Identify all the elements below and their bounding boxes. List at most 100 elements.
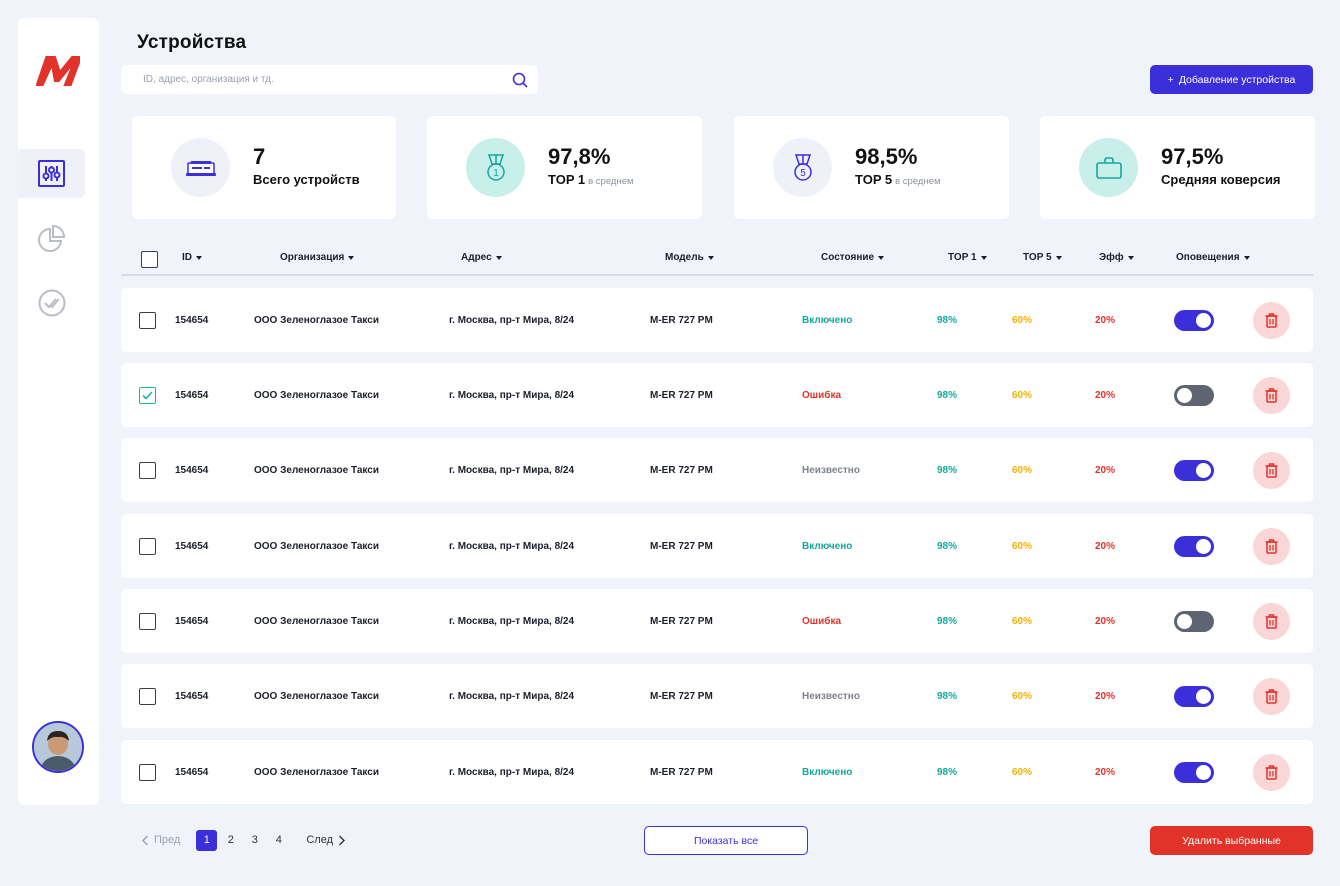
table-row: 154654 ООО Зеленоглазое Такси г. Москва,… [121,740,1313,804]
search-bar[interactable] [121,65,538,94]
delete-row-button[interactable] [1253,451,1290,489]
delete-row-button[interactable] [1253,677,1290,715]
medal-1-icon: 1 [486,153,505,181]
delete-selected-button[interactable]: Удалить выбранные [1150,826,1313,855]
cell-eff: 20% [1095,690,1116,702]
check-icon [142,390,153,400]
cell-model: M-ER 727 PM [650,464,713,476]
trash-icon [1265,764,1278,780]
table-row: 154654 ООО Зеленоглазое Такси г. Москва,… [121,438,1313,502]
cell-top5: 60% [1012,690,1033,702]
th-state[interactable]: Состояние [821,252,885,263]
delete-row-button[interactable] [1253,376,1290,414]
notify-toggle[interactable] [1174,309,1214,331]
select-all-checkbox[interactable] [141,251,158,268]
avatar[interactable] [32,721,84,773]
row-checkbox[interactable] [139,537,156,555]
cell-id: 154654 [175,314,209,326]
delete-row-button[interactable] [1253,602,1290,640]
row-checkbox[interactable] [139,687,156,705]
cell-top1: 98% [937,766,958,778]
add-device-button[interactable]: + Добавление устройства [1150,65,1313,94]
cell-top1: 98% [937,615,958,627]
th-model[interactable]: Модель [665,252,714,263]
sliders-icon [38,160,65,187]
show-all-button[interactable]: Показать все [644,826,808,855]
cell-address: г. Москва, пр-т Мира, 8/24 [449,540,575,552]
delete-row-button[interactable] [1253,753,1290,791]
next-page[interactable]: След [306,834,346,846]
logo-icon[interactable] [36,54,80,88]
stat-value: 97,5% [1161,144,1224,169]
row-checkbox-cell [139,664,156,728]
cell-eff: 20% [1095,314,1116,326]
caret-down-icon [348,255,355,260]
user-avatar-icon [34,723,82,771]
cell-id: 154654 [175,464,209,476]
svg-text:5: 5 [800,168,806,179]
th-id[interactable]: ID [182,252,202,263]
row-checkbox[interactable] [139,311,156,329]
toggle-knob [1196,764,1211,780]
cell-address: г. Москва, пр-т Мира, 8/24 [449,389,575,401]
cell-id: 154654 [175,615,209,627]
cell-org: ООО Зеленоглазое Такси [254,464,379,476]
stat-icon-wrap: 5 [773,138,832,197]
notify-toggle[interactable] [1174,535,1214,557]
cell-top1: 98% [937,314,958,326]
delete-row-button[interactable] [1253,301,1290,339]
page-number[interactable]: 2 [227,834,234,846]
th-eff[interactable]: Эфф [1099,252,1134,263]
notify-toggle-cell [1174,438,1214,502]
nav-checks[interactable] [18,278,85,327]
stat-icon-wrap: 1 [466,138,525,197]
th-top5[interactable]: TOP 5 [1023,252,1062,263]
page-number[interactable]: 4 [275,834,282,846]
notify-toggle-cell [1174,514,1214,578]
th-top1[interactable]: TOP 1 [948,252,987,263]
plus-icon: + [1167,73,1174,86]
cell-address: г. Москва, пр-т Мира, 8/24 [449,766,575,778]
th-org[interactable]: Организация [280,252,355,263]
row-checkbox-cell [139,514,156,578]
notify-toggle[interactable] [1174,384,1214,406]
stat-value: 97,8% [548,144,611,169]
stat-value: 7 [253,144,266,169]
trash-icon [1265,462,1278,478]
cell-model: M-ER 727 PM [650,766,713,778]
delete-row-button[interactable] [1253,527,1290,565]
add-device-label: Добавление устройства [1178,73,1296,86]
cell-eff: 20% [1095,389,1116,401]
trash-icon [1265,613,1278,629]
toggle-knob [1196,688,1211,704]
th-address[interactable]: Адрес [461,252,502,263]
cell-eff: 20% [1095,540,1116,552]
nav-devices[interactable] [18,149,85,198]
notify-toggle[interactable] [1174,459,1214,481]
svg-text:1: 1 [493,168,499,179]
trash-icon [1265,688,1278,704]
prev-page[interactable]: Пред [141,834,180,846]
page-number[interactable]: 1 [196,829,218,851]
trash-icon [1265,538,1278,554]
page-number[interactable]: 3 [251,834,258,846]
th-notify[interactable]: Оповещения [1176,252,1250,263]
search-icon[interactable] [512,72,528,88]
medal-5-icon: 5 [793,153,812,181]
cell-address: г. Москва, пр-т Мира, 8/24 [449,690,575,702]
row-checkbox[interactable] [139,763,156,781]
chevron-left-icon [142,835,148,845]
row-checkbox[interactable] [139,612,156,630]
cell-org: ООО Зеленоглазое Такси [254,314,379,326]
search-input[interactable] [143,74,512,85]
nav-analytics[interactable] [18,214,85,263]
caret-down-icon [980,255,987,260]
notify-toggle[interactable] [1174,685,1214,707]
notify-toggle[interactable] [1174,610,1214,632]
row-checkbox[interactable] [139,386,156,404]
notify-toggle[interactable] [1174,761,1214,783]
row-checkbox[interactable] [139,461,156,479]
cell-top1: 98% [937,464,958,476]
caret-down-icon [495,255,502,260]
